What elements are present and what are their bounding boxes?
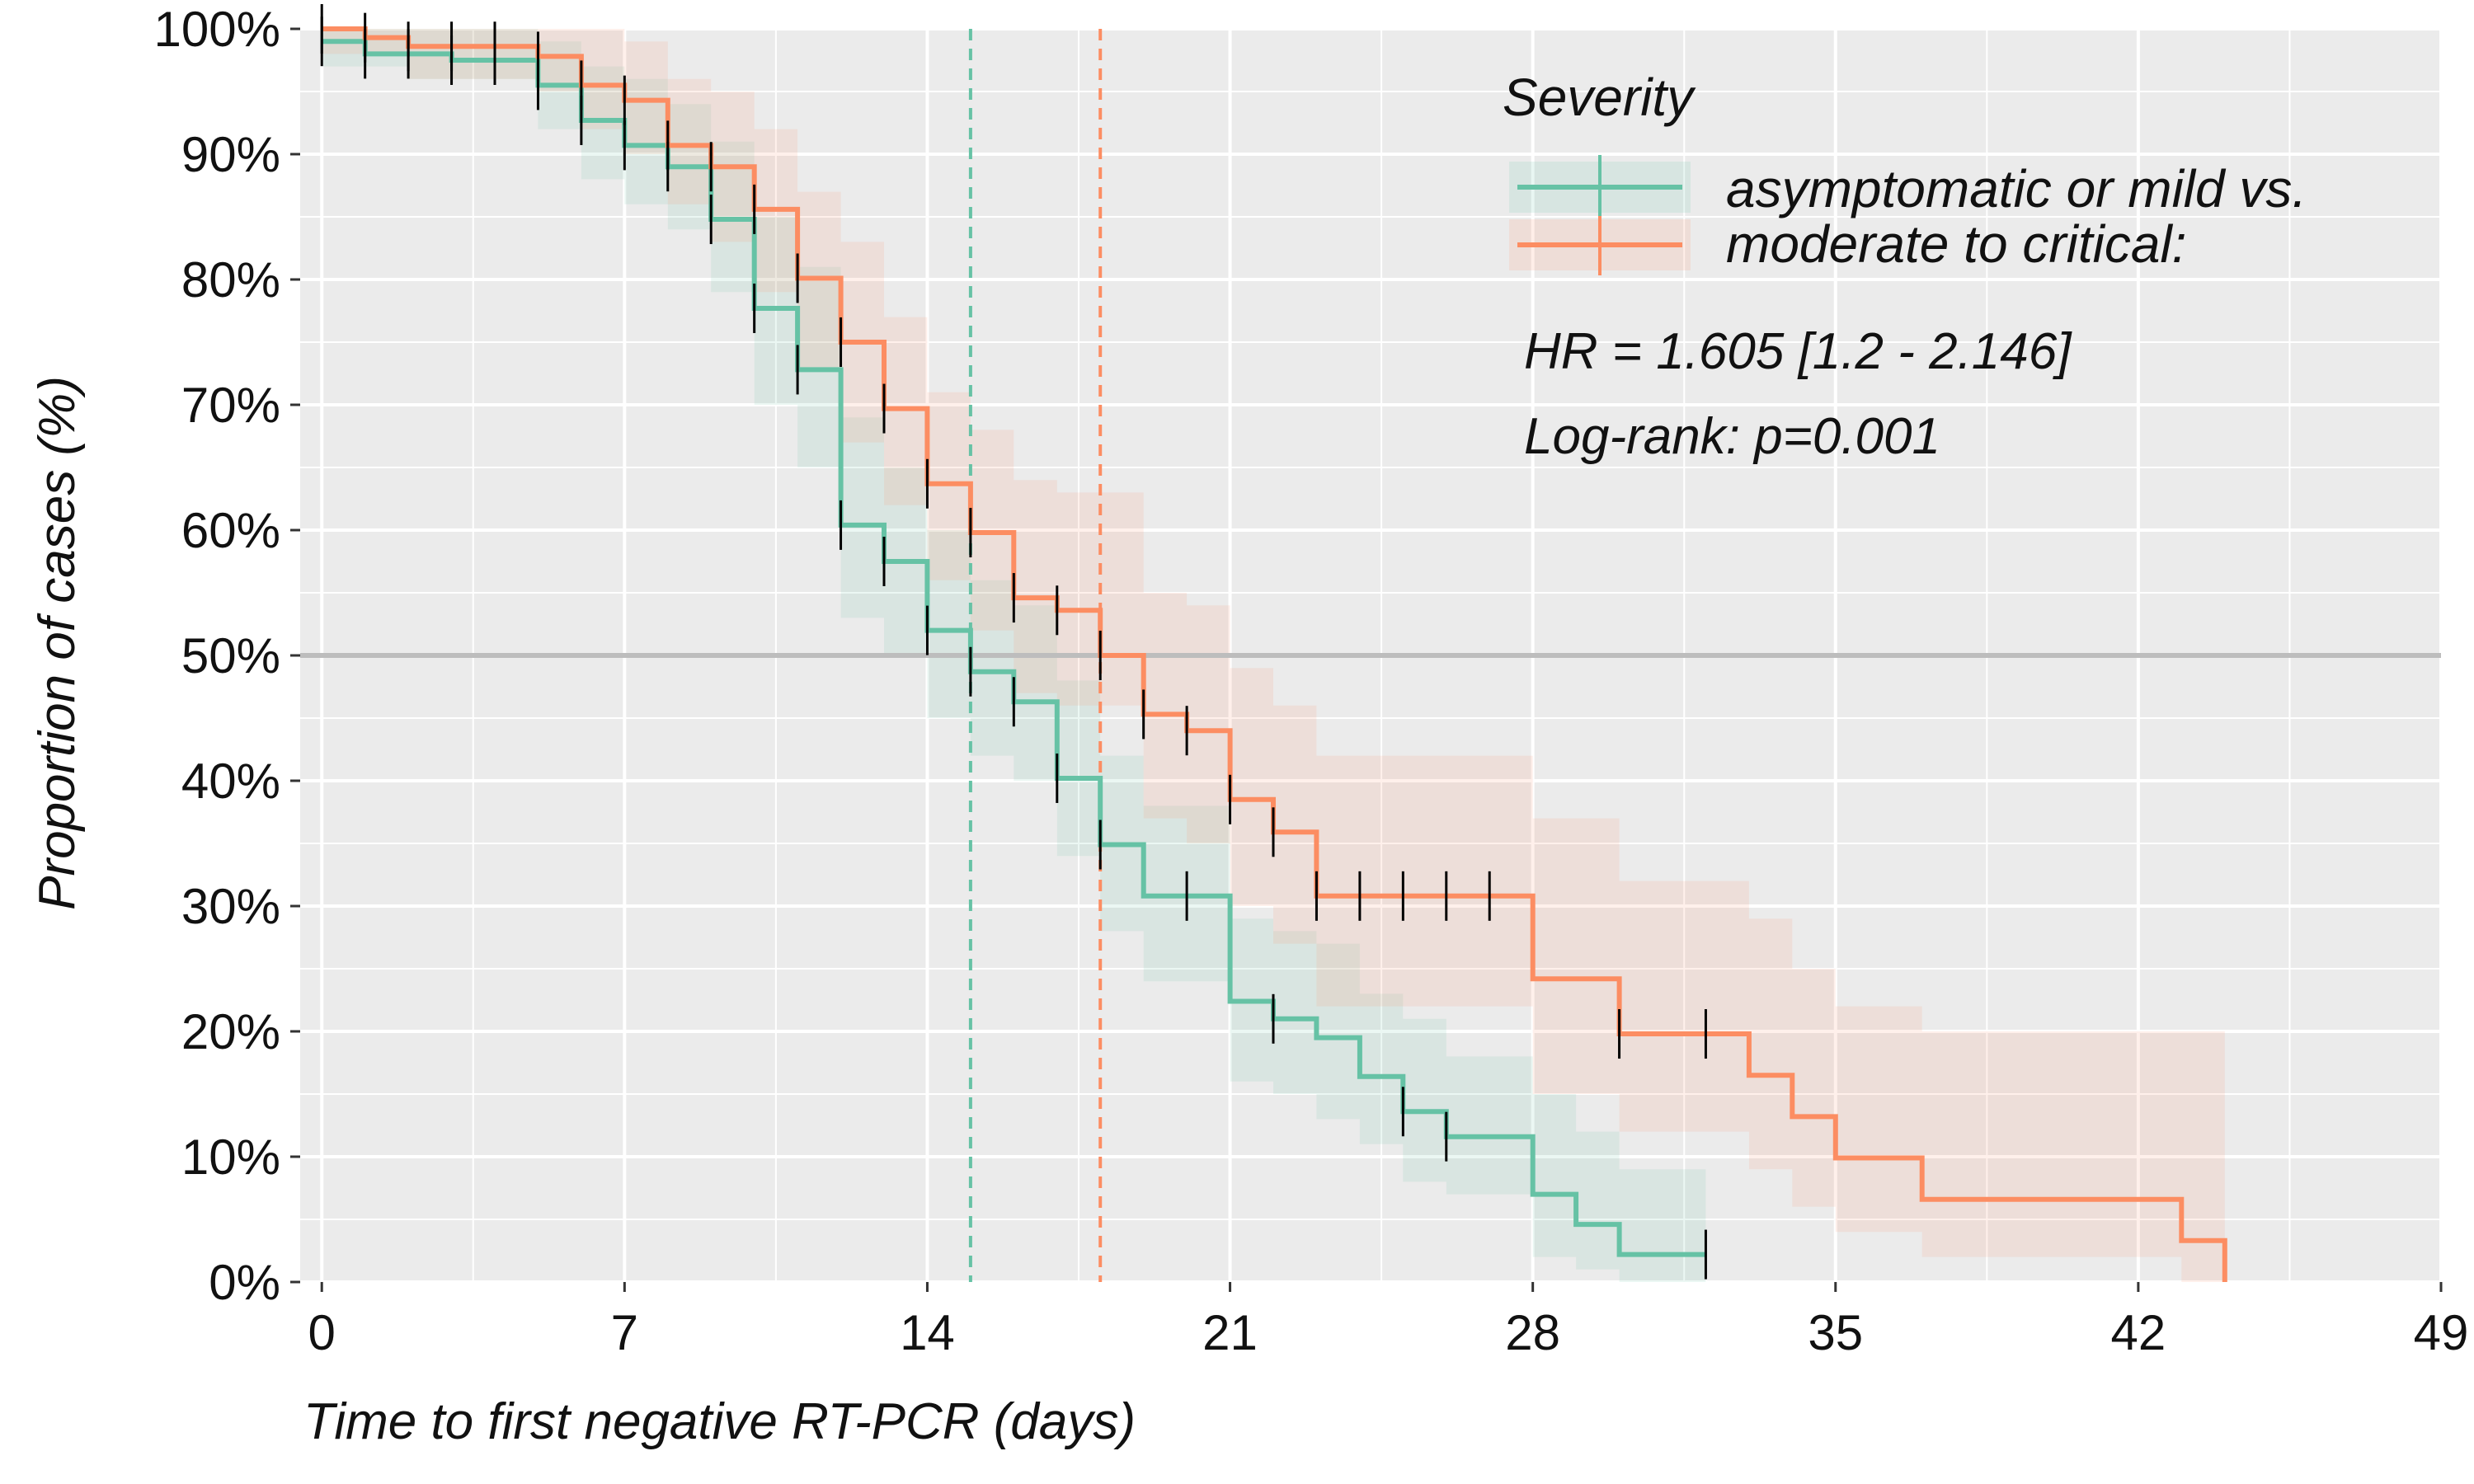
- y-tick-labels: 0% 10% 20% 30% 40% 50% 60% 70% 80% 90% 100%: [154, 2, 280, 1310]
- x-tick-label: 14: [900, 1305, 955, 1360]
- x-tick-label: 0: [308, 1305, 336, 1360]
- x-tick-labels: 0 7 14 21 28 35 42 49: [308, 1305, 2469, 1360]
- y-axis-title: Proportion of cases (%): [29, 376, 86, 910]
- censor-marks: [320, 4, 1707, 1280]
- x-tick-label: 28: [1505, 1305, 1560, 1360]
- x-tick-label: 35: [1808, 1305, 1863, 1360]
- y-tick-label: 60%: [181, 503, 280, 558]
- y-tick-label: 70%: [181, 378, 280, 433]
- x-axis-title: Time to first negative RT-PCR (days): [303, 1393, 1136, 1450]
- hazard-ratio-annotation: HR = 1.605 [1.2 - 2.146]: [1524, 323, 2072, 380]
- x-tick-label: 21: [1202, 1305, 1258, 1360]
- y-tick-label: 80%: [181, 252, 280, 308]
- y-tick-label: 90%: [181, 127, 280, 182]
- reference-lines: [300, 29, 2441, 1282]
- x-tick-label: 49: [2414, 1305, 2469, 1360]
- curve-asymptomatic_or_mild: [322, 39, 1706, 1257]
- legend-title: Severity: [1503, 68, 1696, 127]
- x-tick-label: 42: [2111, 1305, 2166, 1360]
- y-tick-label: 30%: [181, 879, 280, 934]
- legend-label-line2: moderate to critical:: [1726, 214, 2186, 274]
- y-tick-label: 40%: [181, 754, 280, 809]
- x-tick-label: 7: [611, 1305, 638, 1360]
- y-tick-label: 100%: [154, 2, 280, 57]
- legend-label-line1: asymptomatic or mild vs.: [1726, 159, 2307, 218]
- axis-ticks: [290, 27, 2443, 1292]
- logrank-annotation: Log-rank: p=0.001: [1524, 408, 1940, 465]
- y-tick-label: 10%: [181, 1129, 280, 1185]
- y-tick-label: 0%: [209, 1255, 280, 1310]
- y-tick-label: 20%: [181, 1004, 280, 1059]
- y-tick-label: 50%: [181, 628, 280, 683]
- legend: Severity asymptomatic or mild vs. modera…: [1503, 68, 2307, 465]
